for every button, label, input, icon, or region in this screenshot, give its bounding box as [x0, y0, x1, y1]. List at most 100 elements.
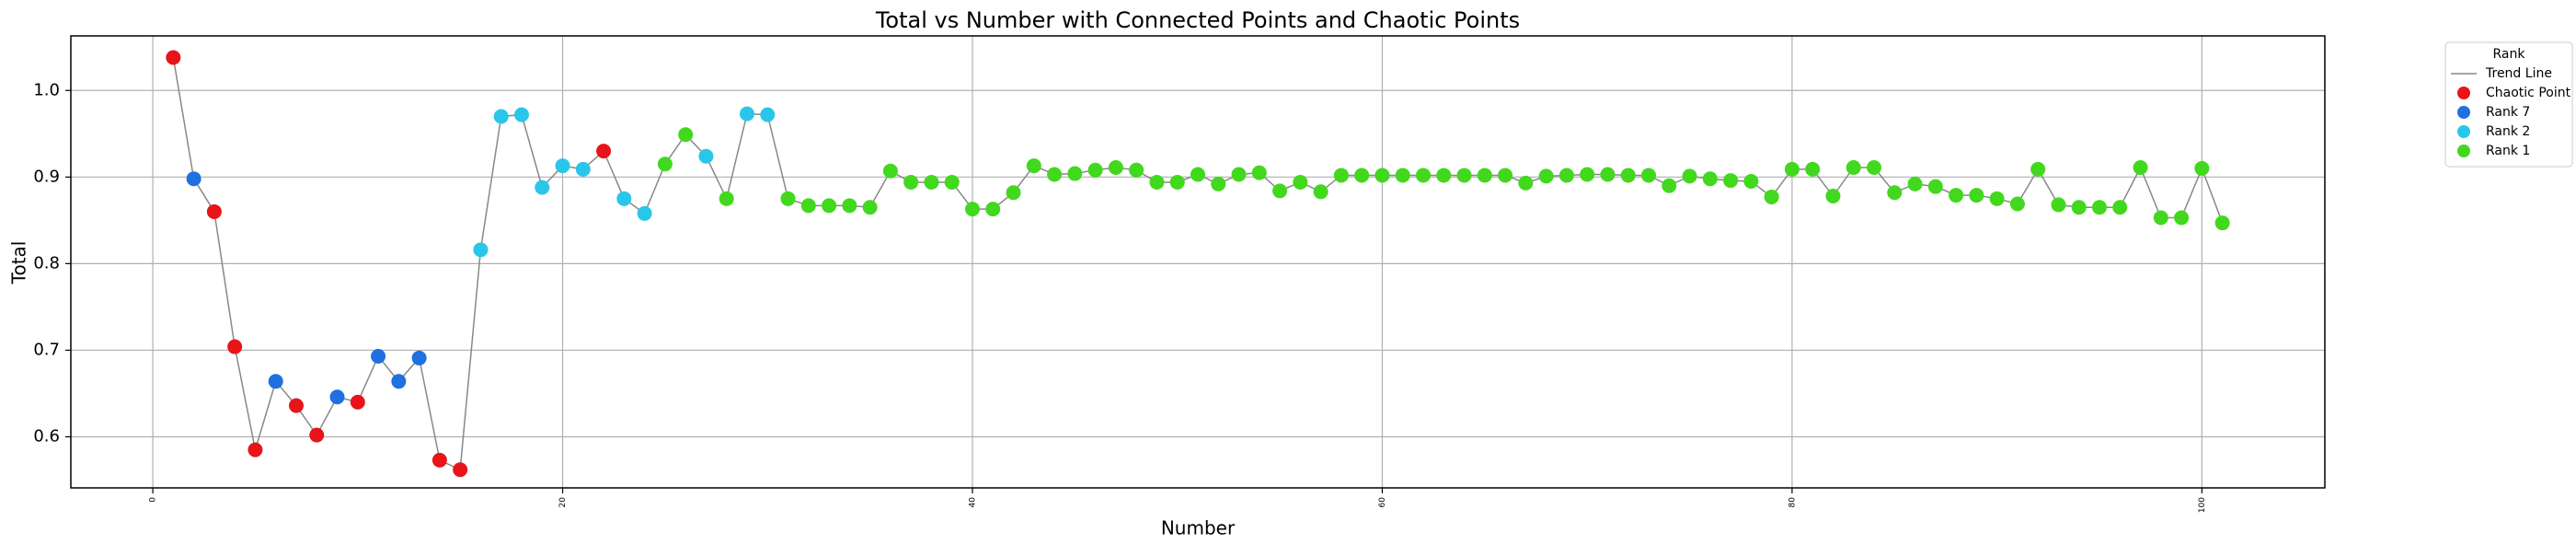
point	[1313, 184, 1328, 200]
legend-label: Rank 1	[2486, 144, 2530, 158]
point	[1580, 167, 1595, 182]
point	[431, 452, 447, 468]
point	[1907, 176, 1923, 191]
point	[1989, 191, 2005, 206]
point	[637, 205, 652, 221]
point	[862, 200, 878, 215]
point	[411, 350, 427, 365]
point	[1518, 175, 1534, 191]
point	[1006, 185, 1021, 201]
point	[268, 374, 283, 389]
point	[719, 191, 734, 206]
legend-label: Chaotic Point	[2486, 86, 2571, 100]
point	[1743, 174, 1759, 190]
legend-label: Rank 2	[2486, 124, 2530, 139]
point	[1764, 189, 1779, 204]
point	[1026, 158, 1041, 174]
point	[842, 198, 857, 214]
point	[2133, 159, 2148, 175]
point	[1702, 171, 1718, 187]
point	[1251, 165, 1267, 180]
point	[2174, 210, 2190, 226]
point	[2009, 196, 2025, 212]
point	[2071, 200, 2087, 215]
point	[2051, 197, 2066, 213]
point	[616, 191, 632, 206]
point	[1169, 174, 1185, 190]
point	[1149, 174, 1165, 190]
legend-title: Rank	[2493, 47, 2526, 62]
x-tick-label: 0	[149, 497, 158, 503]
point	[760, 107, 776, 122]
point	[740, 106, 754, 122]
x-tick-label: 60	[1378, 497, 1387, 508]
point	[1087, 162, 1103, 178]
legend-swatch	[2457, 106, 2470, 119]
point	[2030, 161, 2046, 177]
point	[453, 462, 468, 478]
point	[1969, 188, 1984, 203]
point	[1129, 162, 1144, 178]
point	[780, 191, 796, 206]
point	[944, 174, 960, 190]
point	[1825, 189, 1841, 204]
legend-box	[2444, 41, 2573, 168]
legend-swatch	[2457, 125, 2470, 138]
point	[1333, 168, 1349, 183]
point	[186, 171, 201, 187]
point	[800, 198, 816, 214]
point	[822, 198, 837, 214]
point	[596, 144, 612, 159]
point	[924, 174, 939, 190]
point	[1538, 168, 1554, 184]
y-tick-label: 0.6	[33, 427, 60, 446]
point	[309, 427, 325, 443]
point	[289, 398, 304, 413]
point	[657, 156, 673, 172]
point	[965, 202, 980, 217]
point	[473, 242, 489, 258]
point	[678, 127, 694, 143]
point	[247, 442, 263, 458]
y-axis-label: Total	[8, 241, 30, 285]
point	[206, 203, 222, 219]
point	[1805, 161, 1821, 177]
point	[1067, 166, 1083, 181]
x-tick-label: 100	[2198, 497, 2207, 513]
point	[1949, 188, 1964, 203]
point	[2194, 160, 2210, 176]
legend-swatch	[2457, 145, 2470, 157]
point	[1108, 159, 1123, 175]
legend-label: Rank 7	[2486, 105, 2530, 120]
point	[2112, 200, 2128, 215]
point	[2214, 215, 2230, 231]
point	[535, 180, 550, 195]
point	[227, 339, 243, 354]
x-axis-label: Number	[1161, 517, 1236, 539]
point	[882, 163, 898, 179]
point	[1456, 168, 1472, 183]
point	[1887, 185, 1903, 201]
point	[1231, 167, 1247, 182]
y-tick-label: 0.9	[33, 167, 60, 186]
point	[1416, 168, 1431, 183]
point	[1395, 168, 1410, 183]
point	[1272, 183, 1288, 199]
point	[1477, 168, 1492, 183]
point	[1211, 176, 1226, 191]
point	[493, 109, 509, 124]
y-tick-label: 1.0	[33, 80, 60, 99]
point	[1723, 173, 1739, 189]
chart-title: Total vs Number with Connected Points an…	[875, 7, 1520, 33]
point	[329, 389, 345, 405]
point	[903, 174, 919, 190]
point	[1682, 168, 1697, 184]
point	[1662, 178, 1677, 193]
legend-label: Trend Line	[2485, 66, 2552, 81]
point	[1846, 159, 1861, 175]
point	[575, 161, 591, 177]
point	[1927, 179, 1943, 194]
